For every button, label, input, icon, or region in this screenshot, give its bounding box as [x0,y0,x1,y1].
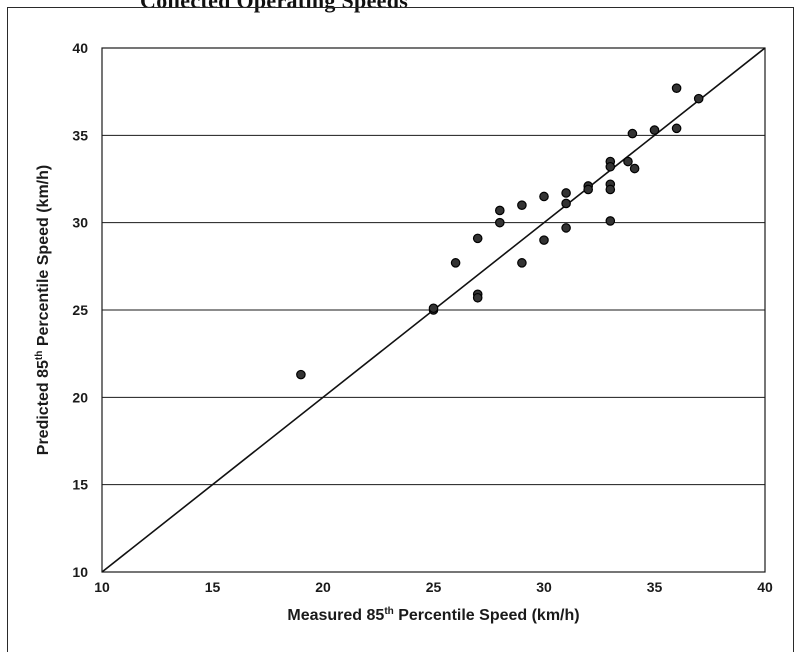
data-points [296,83,704,380]
data-point [450,258,461,268]
data-point [627,128,638,139]
x-axis-title-pre: Measured 85 [287,607,384,624]
data-point [561,223,571,233]
x-axis-title: Measured 85th Percentile Speed (km/h) [287,606,579,624]
x-axis-tick-labels: 10 15 20 25 30 35 40 [94,579,773,595]
data-point [472,292,483,303]
y-tick-label: 40 [72,40,88,56]
data-point [561,198,571,209]
data-point [428,303,439,314]
y-axis-tick-labels: 10 15 20 25 30 35 40 [72,40,88,580]
x-tick-label: 40 [757,579,773,595]
data-point [629,163,640,174]
y-axis-title-pre: Predicted 85 [35,360,52,455]
data-point [671,83,682,93]
x-tick-label: 15 [205,579,221,595]
y-tick-label: 30 [72,215,88,231]
x-axis-title-post: Percentile Speed (km/h) [394,607,580,624]
x-axis-title-sup: th [384,606,393,617]
data-point [671,123,682,134]
data-point [539,235,549,245]
data-point [472,233,483,244]
data-point [296,369,306,380]
y-tick-label: 15 [72,477,88,493]
figure-caption: Collected Operating Speeds [140,0,409,13]
y-tick-label: 35 [72,127,88,143]
y-axis-title: Predicted 85th Percentile Speed (km/h) [34,165,52,455]
y-tick-label: 20 [72,389,88,405]
x-tick-label: 10 [94,579,110,595]
data-point [605,184,616,195]
data-point [494,217,505,228]
x-tick-label: 30 [536,579,552,595]
chart-frame [7,7,794,652]
y-axis-title-sup: th [34,351,45,360]
y-tick-label: 25 [72,302,88,318]
data-point [693,93,704,104]
data-point [583,184,593,195]
data-point [494,205,505,216]
data-point [539,191,549,202]
data-point [605,161,616,172]
x-tick-label: 25 [426,579,442,595]
data-point [623,156,633,167]
data-point [517,258,527,268]
data-point [517,200,527,210]
data-point [605,216,616,226]
y-tick-label: 10 [72,564,88,580]
x-tick-label: 35 [647,579,663,595]
data-point [561,188,571,198]
y-axis-title-post: Percentile Speed (km/h) [35,165,52,351]
plot-area-border [101,47,766,573]
data-point [649,125,660,135]
x-tick-label: 20 [315,579,331,595]
